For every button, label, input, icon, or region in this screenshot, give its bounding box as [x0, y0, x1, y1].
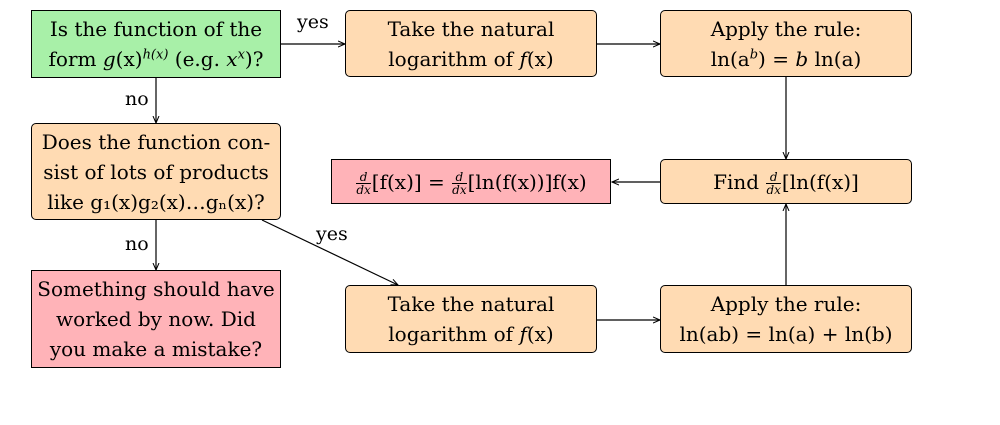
products-node: Does the function con- sist of lots of p… [31, 123, 281, 220]
take-log-top-line2: logarithm of f(x) [388, 46, 554, 71]
products-line3: like g₁(x)g₂(x)…gₙ(x)? [47, 189, 265, 214]
arrow-products-to-take-log-bottom [261, 219, 398, 285]
edge-label-no-second: no [125, 233, 149, 255]
power-rule-node: Apply the rule: ln(ab) = b ln(a) [660, 10, 912, 77]
product-rule-line2: ln(ab) = ln(a) + ln(b) [679, 322, 893, 346]
edge-label-yes-diagonal: yes [316, 223, 348, 245]
take-log-top-line1: Take the natural [387, 16, 555, 41]
take-log-bottom-node: Take the natural logarithm of f(x) [345, 285, 597, 353]
take-log-bottom-line1: Take the natural [387, 292, 555, 316]
power-rule-line2: ln(ab) = b ln(a) [710, 46, 862, 71]
product-rule-line1: Apply the rule: [710, 292, 862, 316]
start-node-line2: form g(x)h(x) (e.g. xx)? [48, 47, 264, 71]
start-node: Is the function of the form g(x)h(x) (e.… [31, 10, 281, 78]
edge-label-yes-top: yes [297, 11, 329, 33]
find-node: Find d dx [ln(f(x)] [660, 159, 912, 204]
take-log-bottom-line2: logarithm of f(x) [388, 322, 554, 346]
power-rule-line1: Apply the rule: [710, 16, 862, 41]
start-node-line1: Is the function of the [49, 17, 263, 41]
find-formula: Find d dx [ln(f(x)] [713, 169, 859, 197]
mistake-line3: you make a mistake? [49, 337, 263, 361]
mistake-line2: worked by now. Did [56, 307, 256, 331]
products-line2: sist of lots of products [43, 159, 269, 184]
mistake-node: Something should have worked by now. Did… [31, 270, 281, 368]
products-line1: Does the function con- [41, 129, 271, 154]
result-formula: d dx [f(x)] = d dx [ln(f(x))]f(x) [356, 169, 587, 197]
take-log-top-node: Take the natural logarithm of f(x) [345, 10, 597, 77]
mistake-line1: Something should have [37, 277, 275, 301]
product-rule-node: Apply the rule: ln(ab) = ln(a) + ln(b) [660, 285, 912, 353]
result-node: d dx [f(x)] = d dx [ln(f(x))]f(x) [331, 159, 611, 204]
edge-label-no-first: no [125, 88, 149, 110]
